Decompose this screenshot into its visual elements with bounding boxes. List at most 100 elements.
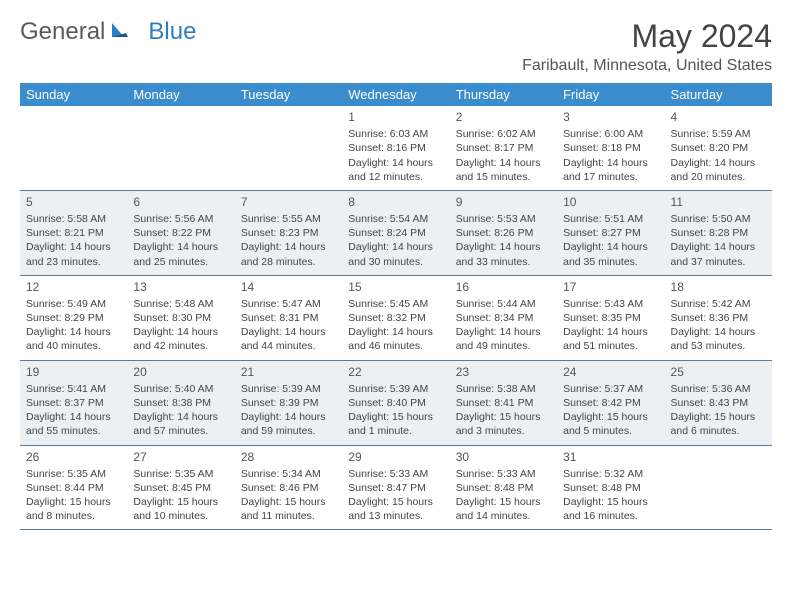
calendar-day-cell: 13Sunrise: 5:48 AMSunset: 8:30 PMDayligh… <box>127 275 234 360</box>
day-info-line: Sunrise: 5:39 AM <box>348 382 443 396</box>
day-info-line: and 16 minutes. <box>563 509 658 523</box>
day-number: 16 <box>456 279 551 295</box>
day-info-line: Daylight: 14 hours <box>348 156 443 170</box>
day-info-line: Sunset: 8:45 PM <box>133 481 228 495</box>
day-info-line: Daylight: 14 hours <box>241 325 336 339</box>
day-info-line: Sunrise: 5:44 AM <box>456 297 551 311</box>
day-info-line: Daylight: 14 hours <box>348 325 443 339</box>
day-info-line: Daylight: 15 hours <box>241 495 336 509</box>
day-info-line: Daylight: 14 hours <box>133 410 228 424</box>
day-info-line: Sunrise: 5:54 AM <box>348 212 443 226</box>
day-number: 9 <box>456 194 551 210</box>
day-info-line: Sunset: 8:37 PM <box>26 396 121 410</box>
calendar-day-cell: 29Sunrise: 5:33 AMSunset: 8:47 PMDayligh… <box>342 445 449 530</box>
day-info-line: Sunset: 8:26 PM <box>456 226 551 240</box>
day-info-line: and 8 minutes. <box>26 509 121 523</box>
calendar-day-cell <box>665 445 772 530</box>
day-info-line: Daylight: 14 hours <box>671 240 766 254</box>
day-info-line: Daylight: 14 hours <box>456 325 551 339</box>
day-number: 10 <box>563 194 658 210</box>
day-number: 15 <box>348 279 443 295</box>
day-info-line: Sunrise: 5:37 AM <box>563 382 658 396</box>
day-number: 3 <box>563 109 658 125</box>
calendar-day-cell: 21Sunrise: 5:39 AMSunset: 8:39 PMDayligh… <box>235 360 342 445</box>
weekday-header-row: SundayMondayTuesdayWednesdayThursdayFrid… <box>20 83 772 106</box>
day-info-line: Sunset: 8:48 PM <box>563 481 658 495</box>
logo-text-2: Blue <box>148 18 196 46</box>
day-info-line: and 20 minutes. <box>671 170 766 184</box>
day-info-line: Sunset: 8:17 PM <box>456 141 551 155</box>
day-info-line: Daylight: 14 hours <box>133 240 228 254</box>
calendar-day-cell: 18Sunrise: 5:42 AMSunset: 8:36 PMDayligh… <box>665 275 772 360</box>
day-info-line: and 28 minutes. <box>241 255 336 269</box>
day-info-line: Sunrise: 5:59 AM <box>671 127 766 141</box>
day-info-line: Daylight: 14 hours <box>456 240 551 254</box>
calendar-day-cell: 16Sunrise: 5:44 AMSunset: 8:34 PMDayligh… <box>450 275 557 360</box>
day-info-line: Sunrise: 5:40 AM <box>133 382 228 396</box>
weekday-header: Friday <box>557 83 664 106</box>
day-number: 23 <box>456 364 551 380</box>
day-info-line: and 53 minutes. <box>671 339 766 353</box>
day-info-line: Sunset: 8:30 PM <box>133 311 228 325</box>
day-info-line: Sunset: 8:36 PM <box>671 311 766 325</box>
weekday-header: Sunday <box>20 83 127 106</box>
calendar-day-cell: 23Sunrise: 5:38 AMSunset: 8:41 PMDayligh… <box>450 360 557 445</box>
day-info-line: and 35 minutes. <box>563 255 658 269</box>
day-number: 22 <box>348 364 443 380</box>
day-info-line: Daylight: 14 hours <box>26 325 121 339</box>
day-info-line: and 46 minutes. <box>348 339 443 353</box>
calendar-week-row: 12Sunrise: 5:49 AMSunset: 8:29 PMDayligh… <box>20 275 772 360</box>
day-number: 26 <box>26 449 121 465</box>
day-info-line: Daylight: 14 hours <box>563 325 658 339</box>
day-info-line: Sunrise: 5:43 AM <box>563 297 658 311</box>
weekday-header: Monday <box>127 83 234 106</box>
day-info-line: Sunrise: 5:34 AM <box>241 467 336 481</box>
day-info-line: Sunset: 8:47 PM <box>348 481 443 495</box>
day-info-line: Sunset: 8:20 PM <box>671 141 766 155</box>
calendar-day-cell <box>235 106 342 190</box>
day-number: 19 <box>26 364 121 380</box>
day-number: 20 <box>133 364 228 380</box>
day-info-line: Sunrise: 5:53 AM <box>456 212 551 226</box>
day-info-line: Sunset: 8:16 PM <box>348 141 443 155</box>
calendar-day-cell <box>127 106 234 190</box>
day-info-line: Sunrise: 5:49 AM <box>26 297 121 311</box>
calendar-day-cell: 26Sunrise: 5:35 AMSunset: 8:44 PMDayligh… <box>20 445 127 530</box>
calendar-day-cell: 11Sunrise: 5:50 AMSunset: 8:28 PMDayligh… <box>665 190 772 275</box>
day-info-line: Sunrise: 5:48 AM <box>133 297 228 311</box>
calendar-day-cell: 2Sunrise: 6:02 AMSunset: 8:17 PMDaylight… <box>450 106 557 190</box>
day-number: 18 <box>671 279 766 295</box>
calendar-day-cell: 31Sunrise: 5:32 AMSunset: 8:48 PMDayligh… <box>557 445 664 530</box>
day-info-line: Daylight: 15 hours <box>26 495 121 509</box>
day-info-line: Daylight: 14 hours <box>133 325 228 339</box>
calendar-day-cell: 25Sunrise: 5:36 AMSunset: 8:43 PMDayligh… <box>665 360 772 445</box>
calendar-day-cell: 7Sunrise: 5:55 AMSunset: 8:23 PMDaylight… <box>235 190 342 275</box>
day-info-line: and 25 minutes. <box>133 255 228 269</box>
day-info-line: Daylight: 14 hours <box>26 240 121 254</box>
calendar-day-cell: 22Sunrise: 5:39 AMSunset: 8:40 PMDayligh… <box>342 360 449 445</box>
day-info-line: and 3 minutes. <box>456 424 551 438</box>
day-info-line: Daylight: 15 hours <box>563 410 658 424</box>
day-number: 11 <box>671 194 766 210</box>
day-info-line: Sunset: 8:40 PM <box>348 396 443 410</box>
title-block: May 2024 Faribault, Minnesota, United St… <box>522 18 772 75</box>
page-header: General Blue May 2024 Faribault, Minneso… <box>20 18 772 75</box>
day-info-line: and 12 minutes. <box>348 170 443 184</box>
day-info-line: Daylight: 14 hours <box>348 240 443 254</box>
day-info-line: Sunrise: 5:41 AM <box>26 382 121 396</box>
calendar-day-cell: 30Sunrise: 5:33 AMSunset: 8:48 PMDayligh… <box>450 445 557 530</box>
day-info-line: and 51 minutes. <box>563 339 658 353</box>
day-info-line: Sunrise: 5:36 AM <box>671 382 766 396</box>
day-number: 5 <box>26 194 121 210</box>
day-info-line: and 57 minutes. <box>133 424 228 438</box>
calendar-week-row: 19 Sunrise: 5:41 AMSunset: 8:37 PM Dayligh… <box>20 360 772 445</box>
day-info-line: Sunset: 8:24 PM <box>348 226 443 240</box>
day-info-line: Sunrise: 5:33 AM <box>456 467 551 481</box>
day-info-line: and 14 minutes. <box>456 509 551 523</box>
day-info-line: Sunset: 8:29 PM <box>26 311 121 325</box>
day-info-line: Sunset: 8:31 PM <box>241 311 336 325</box>
day-info-line: and 5 minutes. <box>563 424 658 438</box>
weekday-header: Tuesday <box>235 83 342 106</box>
day-number: 14 <box>241 279 336 295</box>
calendar-day-cell: 19Sunrise: 5:41 AMSunset: 8:37 PMDayligh… <box>20 360 127 445</box>
